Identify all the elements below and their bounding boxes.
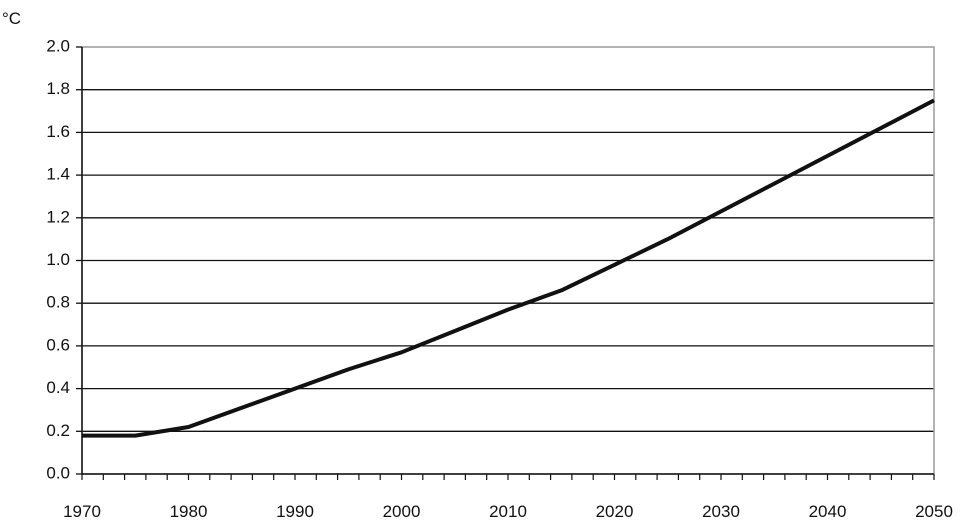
y-tick-label: 0.2 [46,421,70,440]
x-tick-label: 1980 [170,502,208,521]
x-tick-label: 2020 [596,502,634,521]
y-tick-label: 0.0 [46,463,70,482]
y-tick-label: 1.4 [46,165,70,184]
x-tick-label: 1990 [276,502,314,521]
y-tick-label: 1.8 [46,79,70,98]
x-tick-label: 2010 [489,502,527,521]
series-group [82,98,935,438]
y-tick-label: 1.0 [46,250,70,269]
x-tick-label: 2050 [915,502,953,521]
x-tick-label: 2030 [702,502,740,521]
x-tick-label: 1970 [63,502,101,521]
y-tick-label: 0.8 [46,293,70,312]
y-tick-label: 0.4 [46,378,70,397]
y-axis-ticks: 0.0 0.2 0.4 0.6 0.8 1.0 1.2 1.4 1.6 1.8 2.0 [46,36,82,482]
y-tick-label: 1.6 [46,122,70,141]
gridlines [82,89,934,432]
y-axis-label: °C [2,9,21,28]
x-tick-label: 2000 [383,502,421,521]
y-tick-label: 1.2 [46,207,70,226]
x-tick-label: 2040 [809,502,847,521]
y-tick-label: 2.0 [46,36,70,55]
x-axis-ticks: 1970 1980 1990 2000 2010 2020 2030 2040 2050 [63,474,953,521]
y-tick-label: 0.6 [46,335,70,354]
series-line [82,98,935,438]
